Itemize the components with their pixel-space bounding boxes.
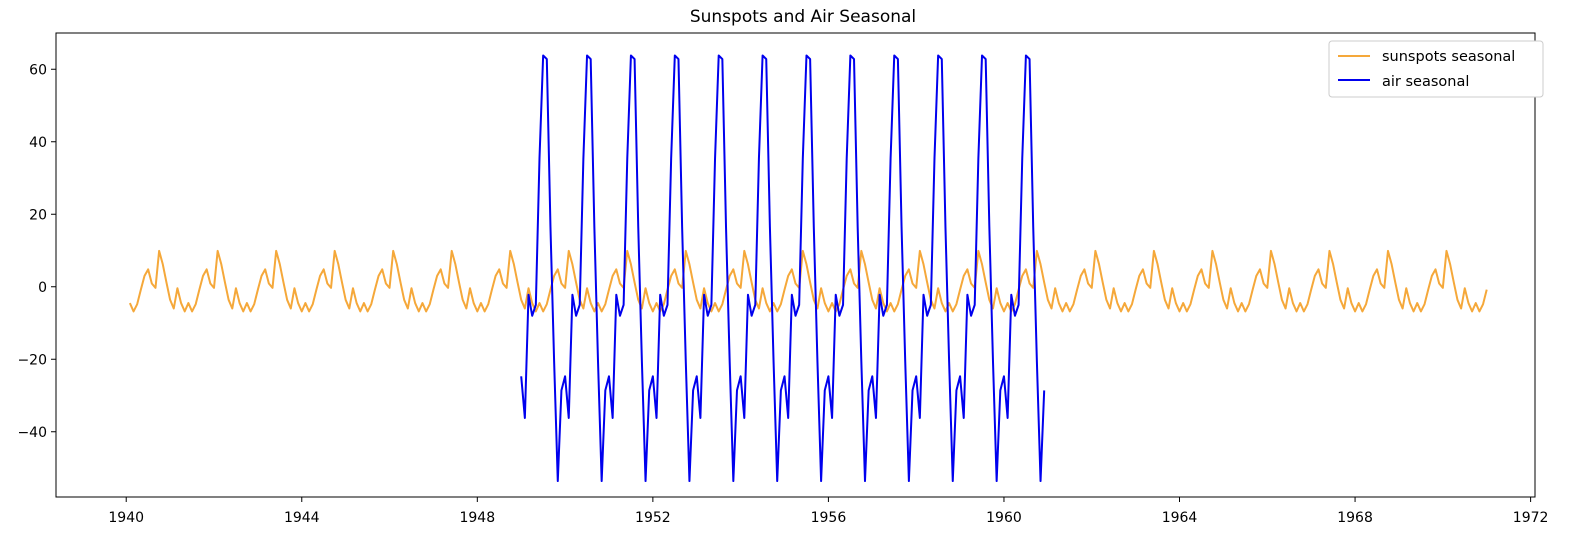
y-tick-label: −20 [17, 352, 47, 368]
plot-frame [55, 32, 1536, 498]
legend-box [1328, 40, 1544, 98]
x-tick-label: 1940 [108, 510, 144, 526]
legend-label-sunspots: sunspots seasonal [1382, 49, 1515, 65]
y-tick-label: 60 [29, 62, 47, 78]
y-axis: −40 −20 0 20 40 60 [17, 62, 56, 441]
x-axis: 1940 1944 1948 1952 1956 1960 1964 1968 1972 [108, 497, 1548, 526]
series-line-0 [128, 249, 1488, 313]
x-tick-label: 1948 [459, 510, 495, 526]
y-tick-label: 40 [29, 135, 47, 151]
plot-area [128, 54, 1488, 483]
legend-label-air: air seasonal [1382, 74, 1469, 90]
y-tick-label: 0 [38, 280, 47, 296]
chart-title: Sunspots and Air Seasonal [690, 7, 916, 27]
x-tick-label: 1968 [1337, 510, 1373, 526]
x-tick-label: 1972 [1513, 510, 1549, 526]
x-tick-label: 1964 [1162, 510, 1198, 526]
x-tick-label: 1956 [811, 510, 847, 526]
x-tick-label: 1952 [635, 510, 671, 526]
legend: sunspots seasonal air seasonal [1328, 40, 1544, 98]
x-tick-label: 1960 [986, 510, 1022, 526]
y-tick-label: 20 [29, 207, 47, 223]
x-tick-label: 1944 [284, 510, 320, 526]
series-line-1 [520, 54, 1046, 483]
y-tick-label: −40 [17, 425, 47, 441]
